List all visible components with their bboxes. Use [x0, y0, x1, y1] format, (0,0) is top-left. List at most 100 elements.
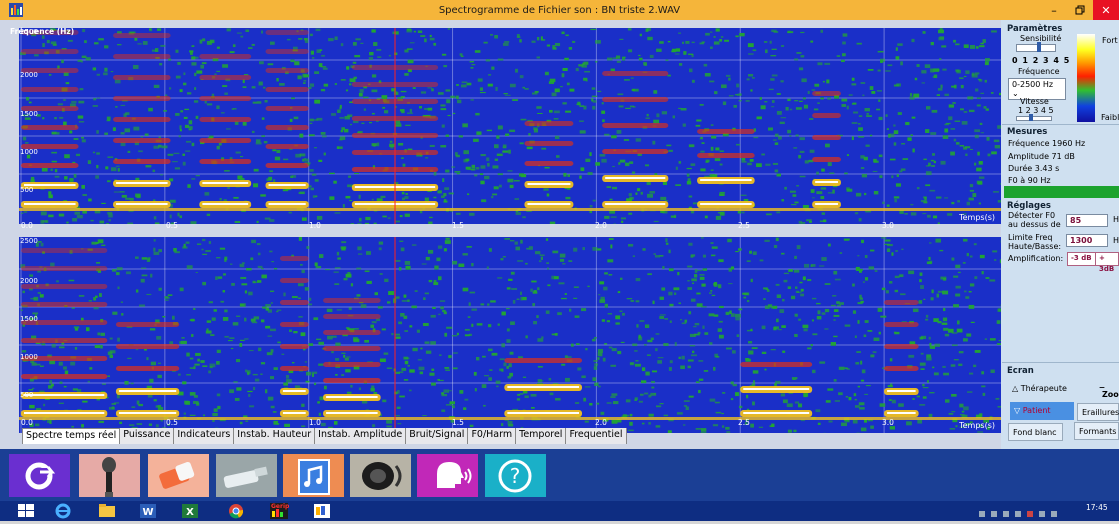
spectral-energy-speck	[268, 397, 273, 401]
spectral-energy-speck	[398, 322, 402, 325]
internet-explorer-icon[interactable]	[54, 503, 72, 519]
spectral-energy-speck	[309, 134, 315, 136]
spectral-energy-speck	[824, 63, 830, 65]
spectral-energy-speck	[887, 248, 890, 252]
tab-bruit-signal[interactable]: Bruit/Signal	[406, 428, 468, 444]
spectral-energy-speck	[404, 50, 408, 53]
vitesse-thumb[interactable]	[1029, 114, 1033, 121]
gerip-icon[interactable]: Gerip	[270, 503, 288, 519]
spectral-energy-speck	[358, 254, 362, 255]
close-icon[interactable]: ✕	[1093, 0, 1119, 20]
file-explorer-icon[interactable]	[98, 503, 116, 519]
fond-blanc-button[interactable]: Fond blanc	[1008, 423, 1063, 441]
tab-temporel[interactable]: Temporel	[516, 428, 566, 444]
spectrogram-bottom[interactable]: Temps(s)	[19, 237, 1001, 433]
formants-button[interactable]: Formants	[1074, 422, 1119, 440]
spectral-energy-speck	[639, 335, 641, 338]
spectral-energy-speck	[179, 135, 181, 137]
spectral-energy-speck	[933, 76, 935, 78]
tab-f0-harm[interactable]: F0/Harm	[468, 428, 516, 444]
spectral-energy-speck	[870, 250, 874, 252]
tab-indicateurs[interactable]: Indicateurs	[174, 428, 234, 444]
spectral-energy-speck	[519, 39, 521, 42]
spectral-energy-speck	[770, 41, 772, 44]
spectral-energy-speck	[371, 90, 377, 93]
spectral-energy-speck	[210, 364, 216, 368]
vitesse-label: Vitesse	[1020, 97, 1049, 106]
spectral-energy-speck	[896, 47, 898, 51]
spectral-energy-speck	[430, 35, 432, 37]
speaker-icon[interactable]	[350, 454, 411, 497]
therapeute-button[interactable]: △ Thérapeute	[1008, 380, 1082, 398]
spectral-energy-speck	[945, 334, 949, 337]
restore-icon[interactable]	[1067, 0, 1093, 20]
spectral-energy-speck	[544, 167, 549, 169]
tab-puissance[interactable]: Puissance	[120, 428, 174, 444]
eraser-icon[interactable]	[148, 454, 209, 497]
spectral-energy-speck	[254, 316, 259, 319]
sensibilite-thumb[interactable]	[1037, 42, 1041, 52]
spectral-energy-speck	[388, 291, 394, 295]
tab-spectre-temps-reel[interactable]: Spectre temps réel	[22, 428, 120, 444]
spectral-energy-speck	[680, 365, 685, 369]
spectral-energy-speck	[470, 425, 474, 427]
spectral-energy-speck	[112, 406, 115, 409]
eraillures-button[interactable]: Eraillures	[1077, 403, 1119, 421]
spectral-energy-speck	[704, 370, 708, 372]
detect-f0-input[interactable]: 85	[1066, 214, 1108, 227]
minus-3db-button[interactable]: -3 dB	[1067, 252, 1096, 266]
talking-head-icon[interactable]	[417, 454, 478, 497]
chrome-icon[interactable]	[227, 503, 245, 519]
spectral-energy-speck	[624, 79, 630, 81]
exit-icon[interactable]	[9, 454, 70, 497]
tab-instab-amplitude[interactable]: Instab. Amplitude	[315, 428, 406, 444]
spectral-energy-speck	[364, 108, 366, 110]
windows-start-icon[interactable]	[17, 503, 35, 519]
spectral-energy-speck	[484, 176, 489, 179]
spectral-energy-speck	[929, 242, 932, 243]
sensibilite-slider[interactable]	[1016, 44, 1056, 52]
spectral-energy-speck	[794, 100, 798, 101]
spectral-energy-speck	[279, 83, 285, 86]
spectral-energy-speck	[750, 159, 754, 162]
spectral-energy-speck	[240, 340, 245, 341]
spectral-energy-speck	[605, 304, 608, 308]
spectral-energy-speck	[152, 170, 155, 172]
help-icon[interactable]: ?	[485, 454, 546, 497]
tab-frequentiel[interactable]: Frequentiel	[566, 428, 626, 444]
spectral-energy-speck	[777, 93, 781, 95]
spectrogram-top[interactable]: Temps(s)	[19, 28, 1001, 224]
vitesse-slider[interactable]	[1016, 116, 1052, 121]
tab-instab-hauteur[interactable]: Instab. Hauteur	[234, 428, 315, 444]
spectral-energy-speck	[231, 283, 235, 286]
microphone-icon[interactable]	[79, 454, 140, 497]
patient-button[interactable]: ▽ Patient	[1010, 402, 1074, 420]
spectral-energy-speck	[299, 134, 303, 138]
limite-freq-input[interactable]: 1300	[1066, 234, 1108, 247]
app-icon[interactable]	[313, 503, 331, 519]
spectral-energy-speck	[546, 262, 549, 264]
spectral-energy-speck	[812, 298, 816, 299]
minimize-icon[interactable]: –	[1041, 0, 1067, 20]
spectral-energy-speck	[317, 216, 322, 220]
spectral-energy-speck	[925, 184, 930, 186]
harmonic-peak	[815, 203, 838, 205]
spectral-energy-speck	[714, 36, 716, 38]
spectral-energy-speck	[595, 162, 600, 166]
excel-icon[interactable]: X	[181, 503, 199, 519]
spectral-energy-speck	[970, 190, 974, 192]
spectral-energy-speck	[531, 281, 536, 283]
spectral-energy-speck	[786, 107, 789, 111]
spectral-energy-speck	[494, 35, 498, 39]
usb-drive-icon[interactable]	[216, 454, 277, 497]
triangle-up-icon: △	[1012, 384, 1018, 393]
harmonic-band	[524, 121, 573, 126]
spectral-energy-speck	[523, 377, 526, 378]
plus-3db-button[interactable]: + 3dB	[1095, 252, 1119, 266]
word-icon[interactable]: W	[139, 503, 157, 519]
spectral-energy-speck	[608, 274, 612, 275]
spectral-energy-speck	[710, 290, 712, 292]
x-tick-2: 2.0	[595, 221, 607, 230]
music-file-icon[interactable]	[283, 454, 344, 497]
spectral-energy-speck	[959, 77, 963, 79]
